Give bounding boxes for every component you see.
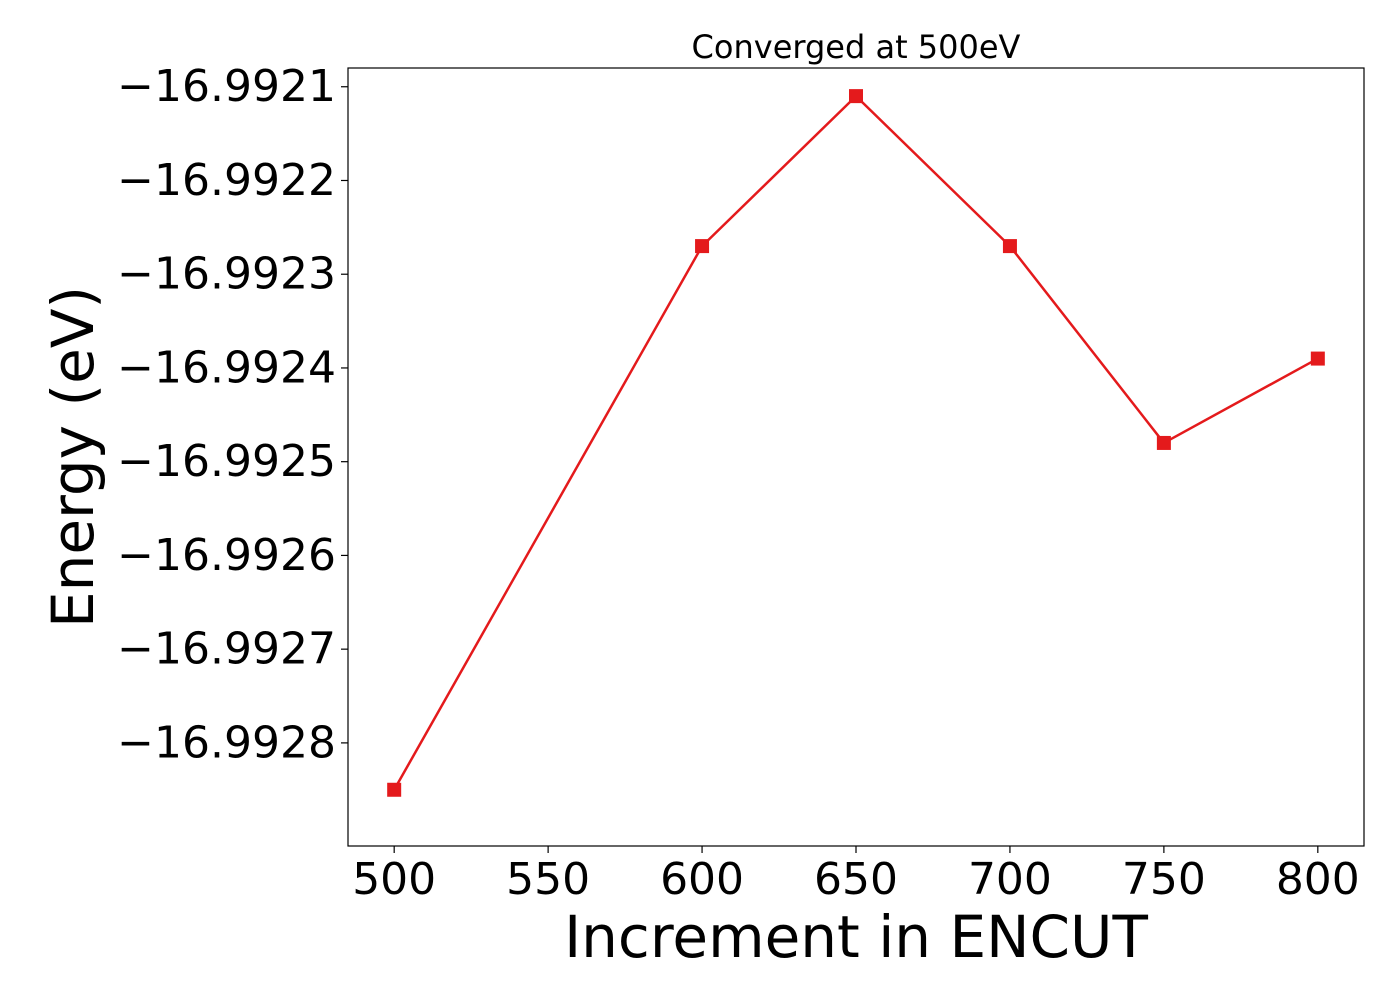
y-tick-label: −16.9926 xyxy=(117,530,336,581)
data-point-marker xyxy=(1002,239,1017,254)
x-tick-label: 500 xyxy=(352,854,436,905)
x-tick-label: 600 xyxy=(660,854,744,905)
y-tick-label: −16.9921 xyxy=(117,61,336,112)
series-line xyxy=(393,94,1319,791)
y-tick-label: −16.9924 xyxy=(117,342,336,393)
x-tick-label: 800 xyxy=(1276,854,1360,905)
y-tick-label: −16.9923 xyxy=(117,249,336,300)
x-axis-title: Increment in ENCUT xyxy=(564,903,1148,971)
y-axis-ticks: −16.9921 −16.9922 −16.9923 −16.9924 −16.9925… xyxy=(117,61,348,768)
data-point-marker xyxy=(849,89,863,104)
data-point-marker xyxy=(1156,435,1171,450)
x-tick-label: 550 xyxy=(506,854,590,905)
x-tick-label: 750 xyxy=(1122,854,1206,905)
x-axis-ticks: 500 550 600 650 700 750 800 xyxy=(352,846,1360,905)
y-tick-label: −16.9925 xyxy=(117,436,336,487)
chart-title: Converged at 500eV xyxy=(692,28,1021,66)
x-tick-label: 650 xyxy=(814,854,898,905)
data-point-marker xyxy=(1310,351,1325,366)
y-tick-label: −16.9927 xyxy=(117,624,336,675)
y-tick-label: −16.9922 xyxy=(117,155,336,206)
y-axis-title: Energy (eV) xyxy=(39,286,107,628)
plot-area-frame xyxy=(347,67,1365,847)
data-point-marker xyxy=(695,239,710,254)
y-tick-label: −16.9928 xyxy=(117,717,336,768)
series-layer xyxy=(387,89,1325,797)
data-point-marker xyxy=(387,782,402,797)
x-tick-label: 700 xyxy=(968,854,1052,905)
